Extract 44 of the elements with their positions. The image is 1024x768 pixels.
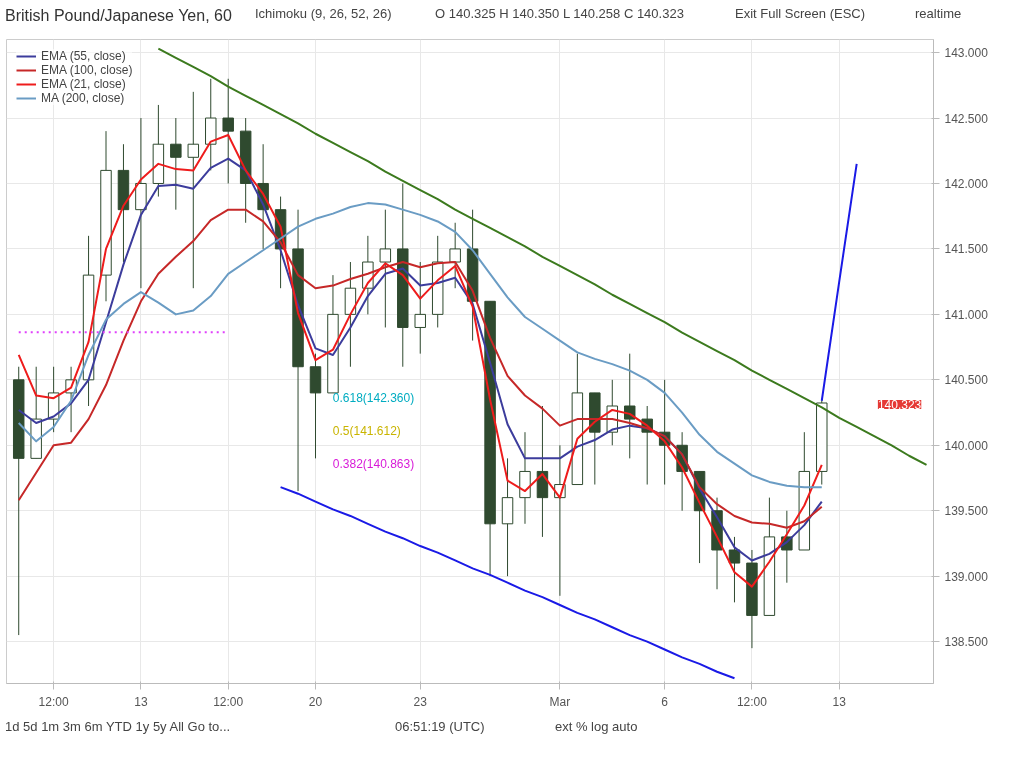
x-tick-label: 20	[308, 694, 323, 709]
text: O 140.325 H 140.350 L 140.258 C 140.323	[435, 5, 684, 23]
candlestick	[222, 78, 234, 184]
candlestick	[379, 209, 392, 328]
x-tick-label: 13	[832, 694, 847, 709]
text: 06:51:19 (UTC)	[395, 717, 485, 736]
y-tick-label: 140.000	[944, 438, 989, 453]
text: 1d 5d 1m 3m 6m YTD 1y 5y All Go to...	[5, 717, 231, 736]
x-tick-label: 12:00	[213, 694, 244, 709]
annotation: 0.618(142.360)	[332, 391, 415, 406]
annotation: 0.382(140.863)	[332, 457, 415, 472]
candlestick	[728, 536, 741, 603]
y-tick-label: 142.500	[944, 111, 989, 126]
candlestick	[187, 91, 200, 289]
text: Ichimoku (9, 26, 52, 26)	[255, 5, 392, 23]
y-tick-label: 141.500	[944, 242, 989, 257]
x-tick-label: 6	[661, 694, 669, 709]
x-tick-label: 12:00	[736, 694, 768, 709]
legend-label: EMA (55, close)	[41, 48, 126, 63]
y-tick-label: 138.500	[944, 634, 989, 649]
legend-label: MA (200, close)	[41, 90, 125, 105]
candlestick	[624, 352, 636, 459]
y-tick-label: 140.500	[944, 373, 989, 388]
y-tick-label: 142.000	[944, 176, 989, 191]
x-tick-label: 13	[134, 694, 148, 709]
line-series	[279, 486, 736, 680]
legend-label: EMA (100, close)	[41, 62, 133, 77]
candlestick	[170, 117, 182, 211]
text: ext % log auto	[555, 717, 638, 736]
text: Exit Full Screen (ESC)	[735, 5, 866, 23]
annotation: 140.323	[877, 397, 922, 412]
y-tick-label: 141.000	[944, 307, 989, 322]
y-tick-label: 143.000	[944, 45, 989, 60]
legend-label: EMA (21, close)	[41, 76, 126, 91]
candlestick	[414, 261, 426, 354]
x-tick-label: 23	[413, 694, 428, 709]
y-tick-label: 139.500	[944, 504, 989, 519]
x-tick-label: 12:00	[38, 694, 69, 709]
y-tick-label: 139.000	[944, 569, 989, 584]
x-tick-label: Mar	[549, 694, 571, 709]
candlestick	[449, 222, 461, 289]
chart-title: British Pound/Japanese Yen, 60	[5, 6, 232, 26]
text: realtime	[915, 5, 962, 23]
annotation: 0.5(141.612)	[332, 424, 401, 439]
